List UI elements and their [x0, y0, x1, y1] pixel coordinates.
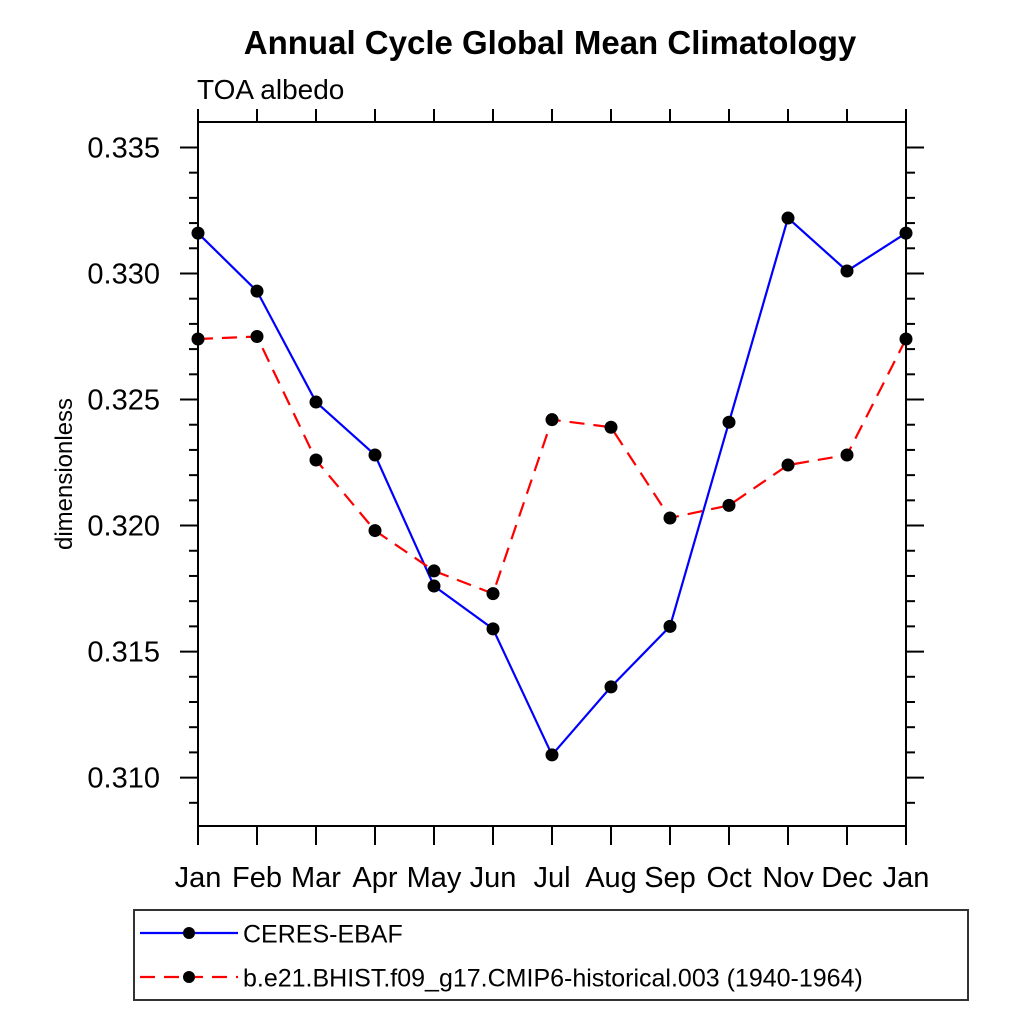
y-tick-label: 0.330 — [87, 258, 160, 290]
data-point — [191, 332, 205, 346]
data-point — [722, 415, 736, 429]
legend-marker-1 — [183, 971, 195, 983]
data-point — [604, 680, 618, 694]
x-tick-label: Jan — [175, 862, 222, 894]
data-point — [368, 524, 382, 538]
x-tick-label: Mar — [291, 862, 341, 894]
y-tick-label: 0.325 — [87, 385, 160, 417]
x-tick-label: Oct — [706, 862, 751, 894]
y-tick-label: 0.335 — [87, 132, 160, 164]
data-point — [840, 448, 854, 462]
data-point — [191, 226, 205, 240]
legend-marker-0 — [183, 927, 195, 939]
series-line-0 — [197, 216, 907, 757]
data-point — [899, 226, 913, 240]
data-point — [722, 498, 736, 512]
x-tick-label: Aug — [585, 862, 637, 894]
data-point — [486, 587, 500, 601]
data-point — [309, 453, 323, 467]
data-point — [663, 511, 677, 525]
data-point — [427, 564, 441, 578]
x-tick-label: Feb — [232, 862, 282, 894]
x-tick-label: Dec — [821, 862, 873, 894]
x-tick-label: Apr — [352, 862, 397, 894]
y-tick-label: 0.315 — [87, 637, 160, 669]
y-axis-title: dimensionless — [51, 398, 78, 550]
data-point — [840, 264, 854, 278]
x-tick-label: Jul — [533, 862, 570, 894]
legend-label-1: b.e21.BHIST.f09_g17.CMIP6-historical.003… — [243, 965, 863, 993]
data-point — [427, 579, 441, 593]
data-point — [368, 448, 382, 462]
axes: 0.310 0.315 0.320 0.325 0.330 0.335 Jan Feb Mar A… — [87, 109, 929, 894]
chart-subtitle: TOA albedo — [197, 74, 344, 105]
series-group — [191, 211, 913, 762]
x-tick-label: Sep — [644, 862, 696, 894]
y-tick-label: 0.320 — [87, 511, 160, 543]
y-tick-label: 0.310 — [87, 763, 160, 795]
data-point — [545, 413, 559, 427]
data-point — [486, 622, 500, 636]
x-tick-label: Nov — [762, 862, 814, 894]
legend-label-0: CERES-EBAF — [243, 921, 403, 949]
x-tick-label: Jan — [883, 862, 930, 894]
data-point — [781, 211, 795, 225]
x-tick-label: Jun — [470, 862, 517, 894]
data-point — [545, 748, 559, 762]
legend: CERES-EBAF b.e21.BHIST.f09_g17.CMIP6-hist… — [133, 909, 969, 1001]
data-point — [250, 330, 264, 344]
x-tick-label: May — [407, 862, 462, 894]
data-point — [781, 458, 795, 472]
data-point — [663, 619, 677, 633]
data-point — [899, 332, 913, 346]
legend-box — [133, 909, 969, 1001]
chart-title: Annual Cycle Global Mean Climatology — [244, 24, 857, 61]
data-point — [309, 395, 323, 409]
data-point — [604, 420, 618, 434]
series-line-1 — [197, 335, 907, 596]
data-point — [250, 284, 264, 298]
